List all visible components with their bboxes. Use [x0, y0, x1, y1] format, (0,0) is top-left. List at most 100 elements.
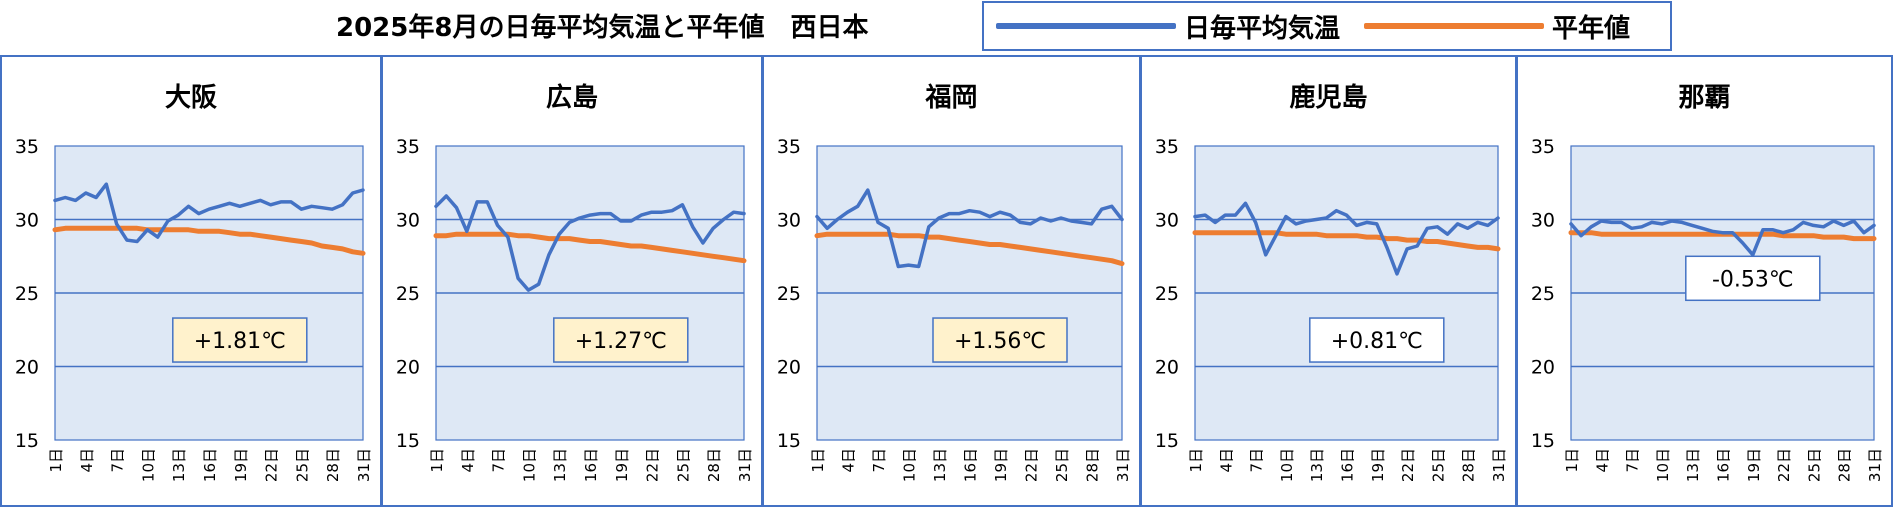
y-tick-label: 35: [15, 136, 39, 158]
series-line-daily: [1193, 201, 1500, 276]
x-tick-label: 31日: [355, 448, 373, 482]
x-tick-label: 10日: [901, 448, 919, 482]
x-tick-label: 13日: [1684, 448, 1702, 482]
y-tick-label: 25: [396, 283, 420, 305]
x-tick-label: 16日: [1339, 448, 1357, 482]
series-line-normal: [814, 231, 1125, 267]
y-tick-label: 30: [1155, 210, 1179, 232]
legend-line-normal: [1364, 23, 1544, 29]
panel-title: 大阪: [165, 83, 217, 113]
chart-panel: 福岡 15 20 25 30 35 1日 4日 7日 10日 13日 16日 19日 22日 25日 28日 3…: [762, 55, 1141, 507]
y-tick-label: 30: [1531, 210, 1555, 232]
x-tick-label: 7日: [109, 448, 127, 473]
x-tick-label: 19日: [232, 448, 250, 482]
series-line-normal: [1192, 230, 1501, 252]
x-tick-label: 28日: [324, 448, 342, 482]
y-tick-label: 20: [396, 357, 420, 379]
x-tick-label: 1日: [428, 448, 446, 473]
chart-panel: 鹿児島 15 20 25 30 35 1日 4日 7日 10日 13日 16日 19日 22日 25日 28日…: [1140, 55, 1517, 507]
chart-panel: 広島 15 20 25 30 35 1日 4日 7日 10日 13日 16日 19日 22日 25日 28日 3…: [381, 55, 763, 507]
panel-title: 福岡: [924, 83, 977, 113]
y-tick-label: 35: [777, 136, 801, 158]
series-line-daily: [1569, 219, 1876, 257]
x-tick-label: 10日: [1278, 448, 1296, 482]
series-line-daily: [53, 182, 365, 244]
x-tick-label: 13日: [170, 448, 188, 482]
x-tick-label: 10日: [1654, 448, 1672, 482]
x-tick-label: 25日: [1053, 448, 1071, 482]
x-tick-label: 1日: [1187, 448, 1205, 473]
anomaly-badge: [1309, 317, 1445, 363]
x-tick-label: 28日: [1460, 448, 1478, 482]
x-tick-label: 22日: [1023, 448, 1041, 482]
anomaly-label: +1.56℃: [954, 329, 1046, 354]
y-tick-label: 25: [15, 283, 39, 305]
page-title: 2025年8月の日毎平均気温と平年値 西日本: [336, 13, 869, 43]
y-tick-label: 35: [1155, 136, 1179, 158]
x-tick-label: 31日: [1490, 448, 1508, 482]
x-tick-label: 28日: [1084, 448, 1102, 482]
legend-line-daily: [996, 23, 1176, 29]
x-tick-label: 25日: [1429, 448, 1447, 482]
x-tick-label: 28日: [705, 448, 723, 482]
y-tick-label: 20: [777, 357, 801, 379]
x-tick-label: 7日: [1624, 448, 1642, 473]
x-tick-label: 19日: [1369, 448, 1387, 482]
y-tick-label: 15: [15, 430, 39, 452]
panel-title: 那覇: [1678, 83, 1730, 113]
x-tick-label: 28日: [1836, 448, 1854, 482]
anomaly-label: -0.53℃: [1712, 267, 1794, 292]
x-tick-label: 4日: [1217, 448, 1235, 473]
x-tick-label: 19日: [992, 448, 1010, 482]
x-tick-label: 1日: [47, 448, 65, 473]
anomaly-label: +1.27℃: [575, 329, 667, 354]
series-line-normal: [433, 231, 747, 264]
x-tick-label: 7日: [1248, 448, 1266, 473]
y-tick-label: 35: [396, 136, 420, 158]
x-tick-label: 22日: [263, 448, 281, 482]
x-tick-label: 16日: [1715, 448, 1733, 482]
x-tick-label: 25日: [674, 448, 692, 482]
legend: 日毎平均気温 平年値: [982, 1, 1672, 51]
x-tick-label: 31日: [1114, 448, 1132, 482]
series-line-daily: [434, 194, 746, 292]
y-tick-label: 20: [1531, 357, 1555, 379]
y-tick-label: 15: [1155, 430, 1179, 452]
x-tick-label: 25日: [293, 448, 311, 482]
y-tick-label: 15: [396, 430, 420, 452]
x-tick-label: 19日: [613, 448, 631, 482]
x-tick-label: 4日: [1593, 448, 1611, 473]
x-tick-label: 16日: [201, 448, 219, 482]
x-tick-label: 16日: [582, 448, 600, 482]
x-tick-label: 31日: [736, 448, 754, 482]
x-tick-label: 10日: [139, 448, 157, 482]
chart-panel: 大阪 15 20 25 30 35 1日 4日 7日 10日 13日 16日 19日 22日 25日 28日 3…: [0, 55, 382, 507]
x-tick-label: 4日: [840, 448, 858, 473]
x-tick-label: 4日: [78, 448, 96, 473]
series-line-normal: [52, 225, 366, 256]
y-tick-label: 20: [1155, 357, 1179, 379]
legend-label-normal: 平年値: [1552, 13, 1631, 44]
anomaly-badge: [932, 317, 1068, 363]
anomaly-label: +0.81℃: [1331, 329, 1423, 354]
panel-title: 鹿児島: [1289, 82, 1367, 113]
anomaly-label: +1.81℃: [194, 329, 286, 354]
x-tick-label: 25日: [1805, 448, 1823, 482]
legend-item-normal: 平年値: [1364, 3, 1630, 49]
x-tick-label: 4日: [459, 448, 477, 473]
x-tick-label: 13日: [931, 448, 949, 482]
series-line-daily: [815, 188, 1124, 269]
x-tick-label: 22日: [1775, 448, 1793, 482]
x-tick-label: 16日: [962, 448, 980, 482]
chart-panel: 那覇 15 20 25 30 35 1日 4日 7日 10日 13日 16日 19日 22日 25日 28日 3…: [1516, 55, 1893, 507]
x-tick-label: 22日: [1399, 448, 1417, 482]
legend-label-daily: 日毎平均気温: [1184, 13, 1341, 44]
anomaly-badge: [1685, 255, 1821, 302]
y-tick-label: 35: [1531, 136, 1555, 158]
y-tick-label: 30: [777, 210, 801, 232]
x-tick-label: 19日: [1745, 448, 1763, 482]
anomaly-badge: [553, 317, 689, 363]
y-tick-label: 25: [1531, 283, 1555, 305]
